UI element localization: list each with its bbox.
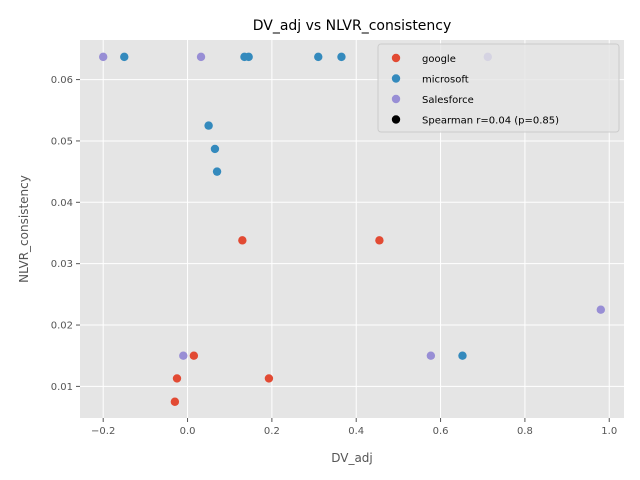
x-tick-label: 0.4 (348, 426, 364, 437)
data-point-salesforce (596, 305, 606, 314)
data-point-microsoft (204, 121, 213, 130)
data-point-google (170, 397, 180, 406)
x-axis-ticks: −0.2 0.0 0.2 0.4 0.6 0.8 1.0 (91, 418, 617, 437)
legend-marker (391, 115, 401, 124)
x-tick-label: 1.0 (601, 426, 617, 437)
data-points (98, 52, 606, 406)
x-tick-label: 0.8 (517, 426, 533, 437)
x-tick-label: −0.2 (91, 426, 115, 437)
chart-title: DV_adj vs NLVR_consistency (253, 18, 452, 34)
data-point-microsoft (210, 144, 220, 154)
data-point-salesforce (179, 351, 188, 360)
x-axis-label: DV_adj (331, 451, 373, 465)
legend-label: Salesforce (422, 95, 474, 106)
data-point-salesforce (196, 52, 206, 62)
legend-label: google (422, 54, 456, 65)
legend-label: microsoft (422, 75, 469, 86)
data-point-microsoft (244, 52, 253, 62)
y-axis-ticks: 0.01 0.02 0.03 0.04 0.05 0.06 (51, 75, 80, 393)
x-tick-label: 0.2 (264, 426, 280, 437)
data-point-google (375, 236, 384, 245)
y-tick-label: 0.06 (51, 75, 73, 86)
data-point-microsoft (337, 52, 346, 62)
x-tick-label: 0.6 (433, 426, 449, 437)
data-point-salesforce (426, 351, 436, 360)
data-point-google (172, 374, 182, 383)
y-tick-label: 0.05 (51, 136, 73, 147)
y-tick-label: 0.01 (51, 382, 73, 393)
data-point-google (238, 236, 247, 245)
legend-box (377, 43, 620, 133)
legend: google microsoft Salesforce Spearman r=0.04… (377, 43, 620, 133)
y-tick-label: 0.02 (51, 321, 73, 332)
data-point-google (264, 374, 274, 383)
data-point-microsoft (314, 52, 323, 62)
data-point-google (189, 351, 199, 360)
data-point-microsoft (212, 167, 222, 176)
data-point-microsoft (120, 52, 129, 62)
data-point-microsoft (458, 351, 467, 360)
legend-marker (391, 94, 401, 104)
legend-marker (391, 74, 401, 83)
y-tick-label: 0.04 (51, 198, 73, 209)
legend-marker (391, 53, 401, 63)
x-tick-label: 0.0 (180, 426, 196, 437)
y-tick-label: 0.03 (51, 259, 73, 270)
y-axis-label: NLVR_consistency (17, 175, 31, 283)
data-point-salesforce (98, 52, 108, 62)
legend-label: Spearman r=0.04 (p=0.85) (422, 116, 559, 127)
